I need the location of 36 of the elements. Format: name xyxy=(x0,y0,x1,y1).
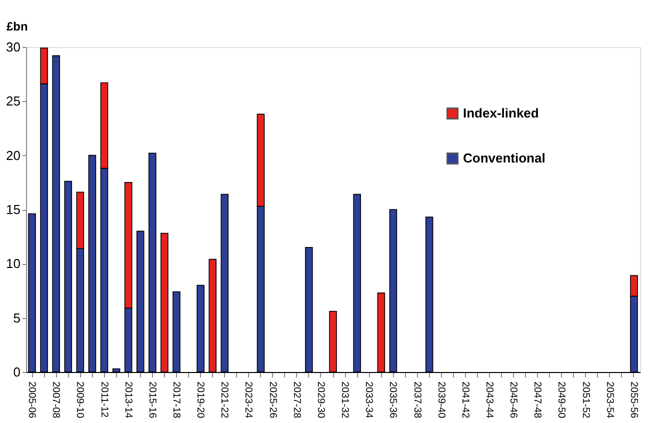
y-tick-label: 20 xyxy=(6,148,20,163)
legend-label: Index-linked xyxy=(463,106,539,120)
legend-label: Conventional xyxy=(463,150,546,166)
x-tick-label: 2041-42 xyxy=(459,382,470,419)
x-tick-label: 2033-34 xyxy=(363,382,374,419)
x-tick-label: 2045-46 xyxy=(508,382,519,419)
x-tick-label: 2005-06 xyxy=(26,382,38,419)
x-tick-label: 2055-56 xyxy=(628,382,639,419)
y-tick-label: 10 xyxy=(6,256,20,272)
x-tick-label: 2023-24 xyxy=(242,382,254,419)
x-tick-label: 2035-36 xyxy=(387,382,398,419)
x-tick-label: 2047-48 xyxy=(532,382,543,419)
x-tick-label: 2049-50 xyxy=(556,382,567,419)
x-tick-label: 2017-18 xyxy=(170,382,182,419)
y-tick-label: 15 xyxy=(6,202,20,217)
y-tick-label: 30 xyxy=(6,40,20,54)
y-tick-label: 0 xyxy=(13,364,20,380)
x-tick-label: 2027-28 xyxy=(290,382,302,419)
x-tick-label: 2053-54 xyxy=(604,382,615,419)
x-tick-label: 2011-12 xyxy=(98,382,110,418)
x-tick-label: 2021-22 xyxy=(218,382,230,419)
x-tick-label: 2039-40 xyxy=(435,382,446,419)
x-tick-label: 2031-32 xyxy=(339,382,350,419)
x-tick-label: 2029-30 xyxy=(314,382,326,419)
x-tick-label: 2009-10 xyxy=(74,382,86,419)
x-tick-label: 2025-26 xyxy=(266,382,278,419)
x-tick-label: 2015-16 xyxy=(146,382,158,419)
x-tick-label: 2019-20 xyxy=(194,382,206,419)
y-axis-title: £bn xyxy=(6,20,28,34)
x-tick-label: 2037-38 xyxy=(411,382,422,419)
y-tick-label: 25 xyxy=(6,94,20,109)
y-tick-label: 5 xyxy=(13,310,20,326)
x-tick-label: 2043-44 xyxy=(484,382,495,419)
x-tick-label: 2013-14 xyxy=(122,382,134,419)
x-tick-label: 2051-52 xyxy=(580,382,591,419)
x-tick-label: 2007-08 xyxy=(50,382,62,419)
